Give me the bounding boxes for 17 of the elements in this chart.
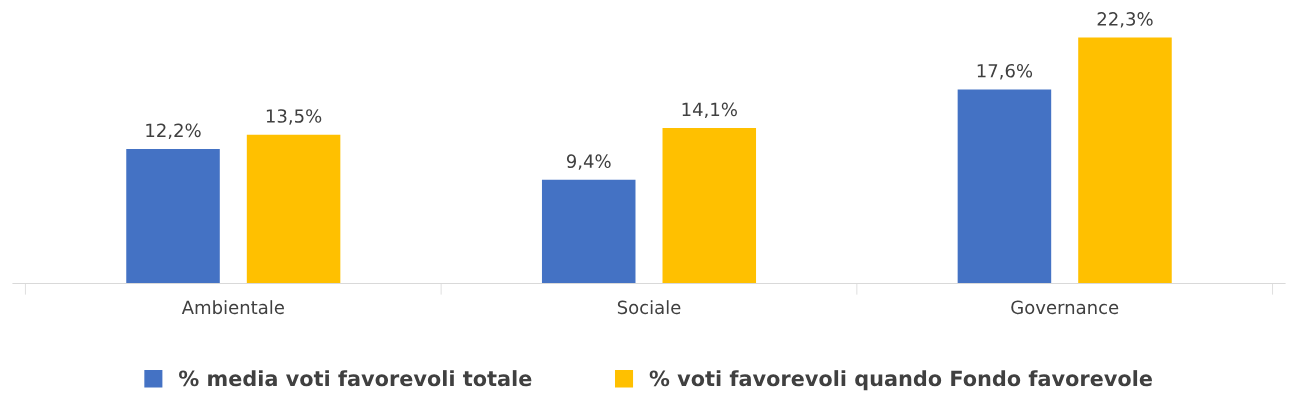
data-label: 9,4%: [566, 154, 611, 170]
bar: [1078, 37, 1172, 284]
legend-label: % voti favorevoli quando Fondo favorevole: [649, 370, 1152, 391]
bar: [662, 128, 757, 284]
bar: [957, 89, 1052, 284]
x-tick-label: Ambientale: [181, 300, 284, 315]
data-label: 14,1%: [682, 102, 737, 119]
bar: [541, 179, 636, 284]
data-label: 22,3%: [1097, 12, 1153, 28]
data-label: 13,5%: [266, 109, 322, 125]
bar: [126, 148, 220, 284]
x-tick-label: Governance: [1011, 300, 1119, 315]
x-tick-label: Sociale: [617, 300, 681, 315]
legend-label: % media voti favorevoli totale: [179, 370, 532, 387]
data-label: 17,6%: [977, 63, 1033, 80]
bar: [246, 134, 341, 284]
data-label: 12,2%: [146, 123, 201, 139]
